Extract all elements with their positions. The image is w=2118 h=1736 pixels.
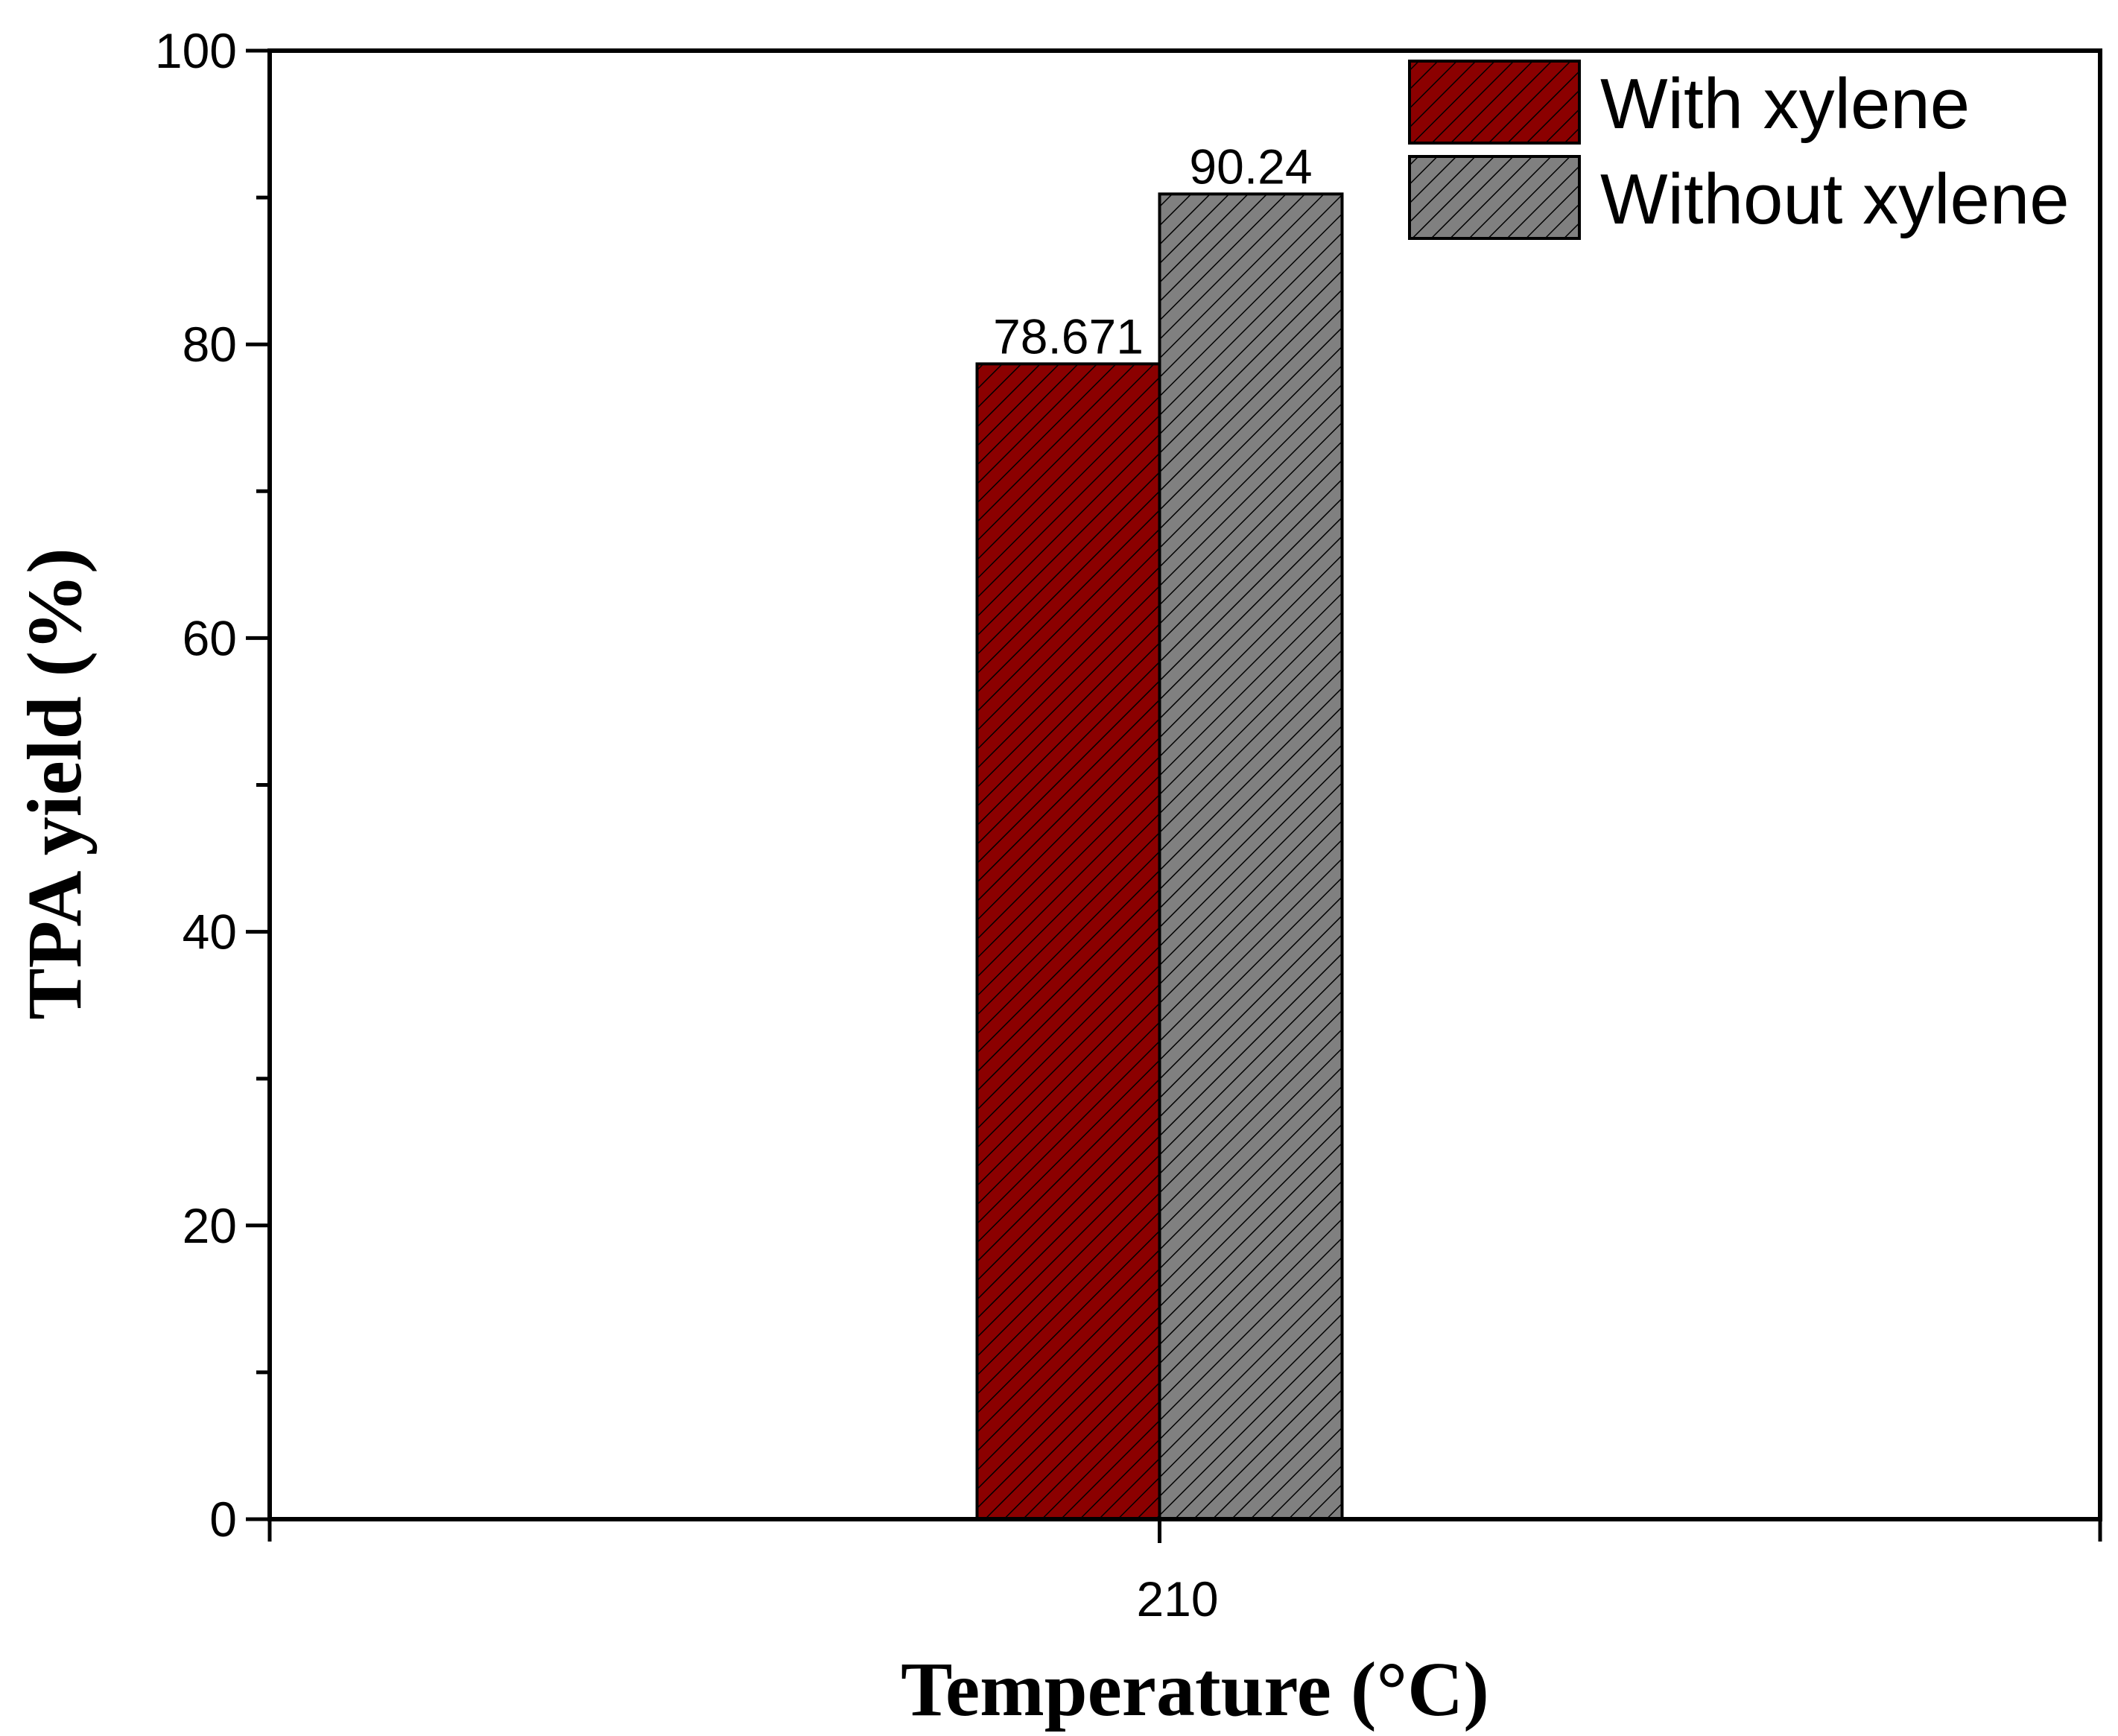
y-tick-label: 40 <box>183 905 237 960</box>
y-tick-label: 100 <box>155 23 237 78</box>
x-tick-label: 210 <box>1136 1571 1218 1626</box>
legend-label-without-xylene: Without xylene <box>1600 159 2070 239</box>
y-tick-label: 0 <box>209 1492 237 1547</box>
y-axis-title: TPA yield (%) <box>12 548 98 1020</box>
data-labels: 78.671 90.24 <box>993 139 1313 364</box>
y-tick-label: 60 <box>183 610 237 665</box>
bar-without-xylene <box>1158 192 1344 1521</box>
legend-swatch-without-xylene <box>1408 155 1581 240</box>
bars <box>975 192 1344 1521</box>
bar-with-xylene <box>975 362 1161 1521</box>
data-label: 90.24 <box>1189 139 1312 194</box>
x-axis-ticks: 210 <box>267 1519 2102 1626</box>
y-tick-label: 80 <box>183 317 237 372</box>
x-axis-title: Temperature (°C) <box>901 1647 1489 1732</box>
y-axis-ticks: 0 20 40 60 80 100 <box>155 23 270 1547</box>
legend-label-with-xylene: With xylene <box>1600 64 1970 144</box>
legend-swatch-with-xylene <box>1408 60 1581 145</box>
data-label: 78.671 <box>993 308 1144 364</box>
y-tick-label: 20 <box>183 1198 237 1253</box>
legend: With xylene Without xylene <box>1408 60 2070 240</box>
